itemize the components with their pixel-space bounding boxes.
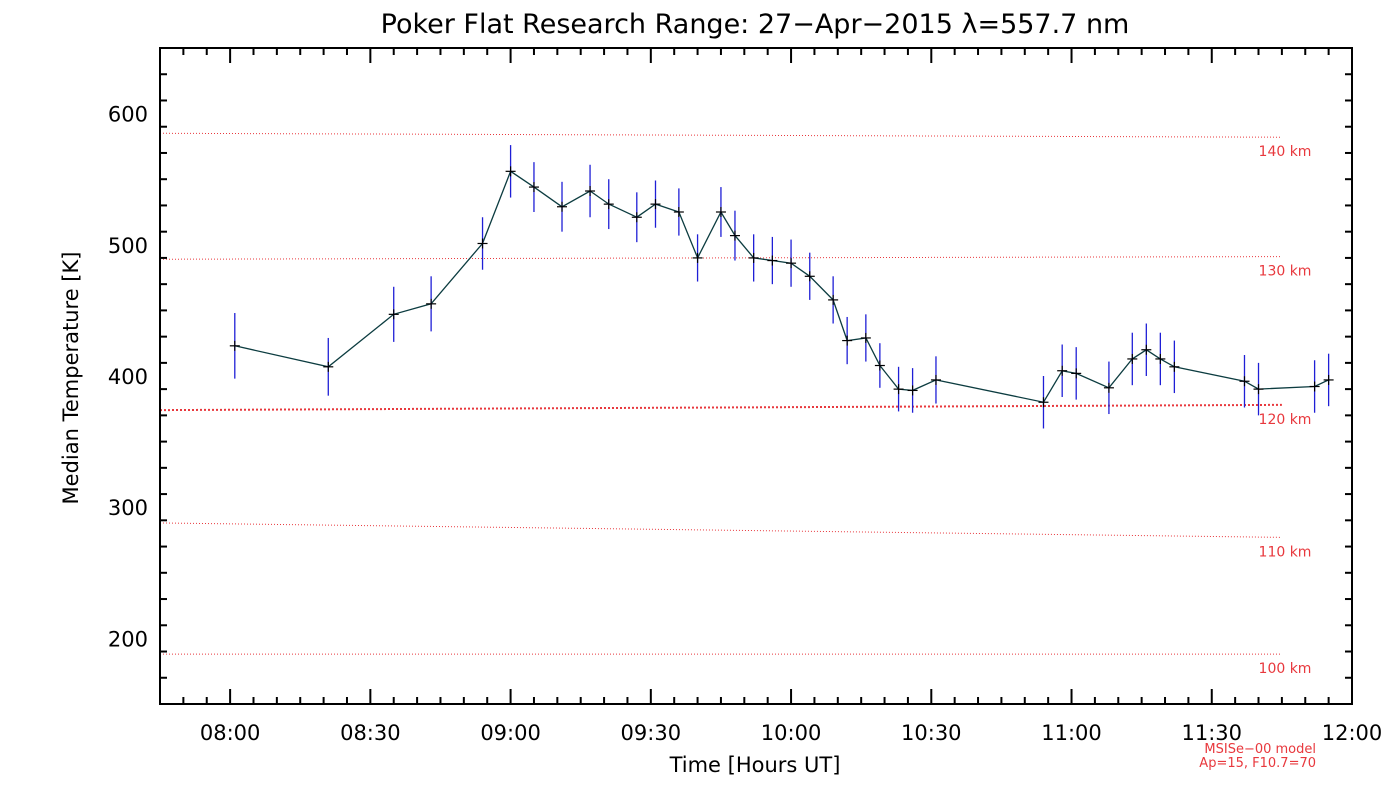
- reference-label: 130 km: [1259, 264, 1312, 280]
- data-point: [1103, 382, 1114, 393]
- data-point: [1127, 353, 1138, 364]
- x-tick-label: 09:30: [621, 721, 682, 745]
- x-tick-label: 11:30: [1181, 721, 1242, 745]
- x-tick-label: 11:00: [1041, 721, 1102, 745]
- x-tick-label: 09:00: [480, 721, 541, 745]
- data-point: [528, 182, 539, 193]
- reference-label: 110 km: [1259, 544, 1312, 560]
- plot-frame: [159, 47, 1353, 705]
- y-tick-label: 200: [108, 627, 148, 651]
- data-point: [388, 309, 399, 320]
- reference-line: [159, 132, 1282, 138]
- data-point: [729, 230, 740, 241]
- data-point: [1253, 384, 1264, 395]
- reference-lines: [159, 132, 1282, 655]
- x-axis: 08:00 08:30 09:00 09:30 10:00 10:30 11:00 11:30…: [159, 48, 1383, 745]
- reference-label: 120 km: [1259, 412, 1312, 428]
- data-point: [650, 199, 661, 210]
- data-point: [842, 335, 853, 346]
- data-point: [874, 360, 885, 371]
- data-point: [1309, 381, 1320, 392]
- y-axis-label: Median Temperature [K]: [59, 252, 83, 505]
- x-tick-label: 08:00: [200, 721, 261, 745]
- data-point: [1239, 376, 1250, 387]
- data-point: [767, 255, 778, 266]
- data-point: [323, 361, 334, 372]
- data-point: [477, 238, 488, 249]
- data-point: [426, 298, 437, 309]
- reference-label: 100 km: [1259, 661, 1312, 677]
- data-point: [603, 199, 614, 210]
- data-point: [930, 374, 941, 385]
- y-tick-label: 400: [108, 365, 148, 389]
- data-point: [1038, 397, 1049, 408]
- model-note-line-1: MSISe−00 model: [1204, 742, 1316, 757]
- data-point: [692, 252, 703, 263]
- data-point: [229, 340, 240, 351]
- data-point: [1323, 374, 1334, 385]
- data-point: [1169, 361, 1180, 372]
- series-line: [234, 170, 1329, 403]
- data-point: [1141, 344, 1152, 355]
- y-axis: 200 300 400 500 600: [108, 47, 1352, 705]
- data-point: [828, 294, 839, 305]
- y-tick-label: 500: [108, 234, 148, 258]
- data-point: [748, 252, 759, 263]
- data-point: [804, 271, 815, 282]
- reference-line: [159, 256, 1282, 260]
- data-point: [585, 186, 596, 197]
- model-note-line-2: Ap=15, F10.7=70: [1199, 756, 1316, 771]
- data-point: [505, 166, 516, 177]
- data-point: [1155, 353, 1166, 364]
- data-point: [893, 384, 904, 395]
- data-point: [786, 258, 797, 269]
- data-point: [907, 385, 918, 396]
- reference-label: 140 km: [1259, 144, 1312, 160]
- x-tick-label: 12:00: [1322, 721, 1383, 745]
- data-point: [673, 207, 684, 217]
- data-point: [1071, 368, 1082, 379]
- data-layer: [229, 145, 1334, 429]
- reference-line: [159, 522, 1282, 538]
- x-tick-label: 10:00: [761, 721, 822, 745]
- x-axis-label: Time [Hours UT]: [669, 753, 841, 777]
- data-point: [860, 332, 871, 343]
- chart-title: Poker Flat Research Range: 27−Apr−2015 λ…: [381, 9, 1130, 40]
- y-tick-label: 600: [108, 103, 148, 127]
- x-tick-label: 10:30: [901, 721, 962, 745]
- data-point: [715, 207, 726, 217]
- y-tick-label: 300: [108, 496, 148, 520]
- data-point: [557, 201, 568, 212]
- data-point: [631, 212, 642, 223]
- reference-line: [159, 403, 1282, 412]
- reference-labels: 100 km 110 km 120 km 130 km 140 km: [1259, 144, 1312, 677]
- x-tick-label: 08:30: [340, 721, 401, 745]
- data-point: [1057, 365, 1068, 376]
